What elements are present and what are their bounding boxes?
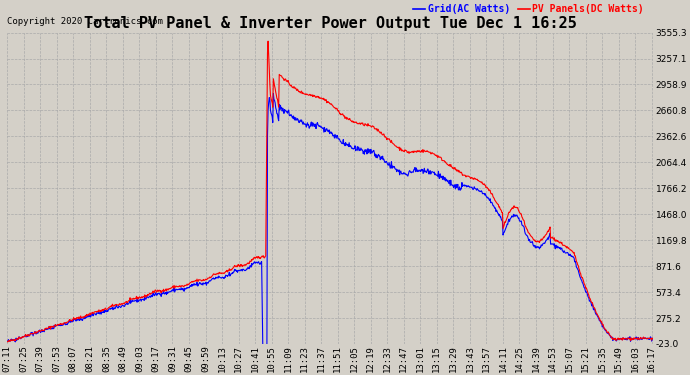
Title: Total PV Panel & Inverter Power Output Tue Dec 1 16:25: Total PV Panel & Inverter Power Output T… xyxy=(83,16,576,32)
Legend: Grid(AC Watts), PV Panels(DC Watts): Grid(AC Watts), PV Panels(DC Watts) xyxy=(409,0,648,18)
Text: Copyright 2020 Cartronics.com: Copyright 2020 Cartronics.com xyxy=(8,17,163,26)
